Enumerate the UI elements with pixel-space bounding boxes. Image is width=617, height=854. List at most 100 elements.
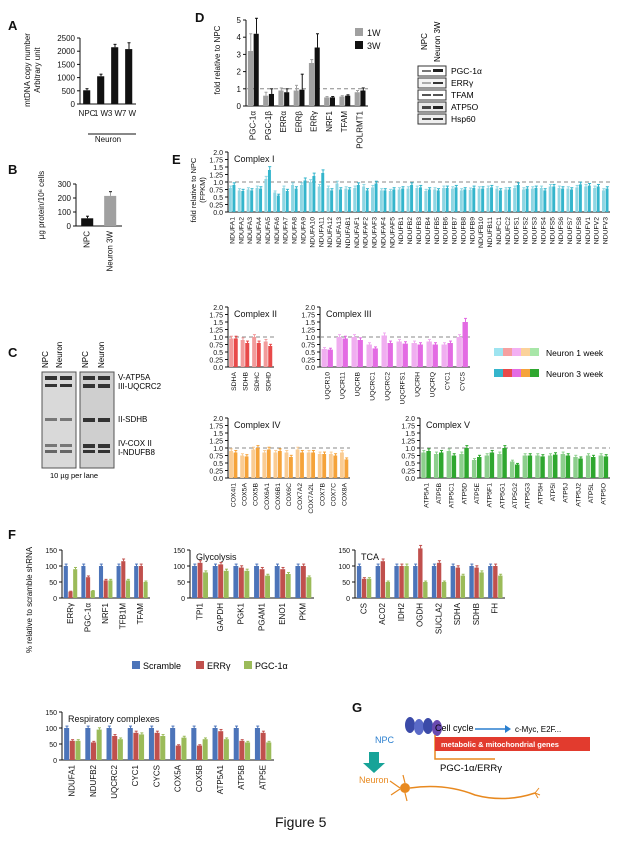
panel-g-schematic: NPC Neuron Cell cycle c-Myc, E2F... meta…: [355, 715, 595, 805]
y-tick-label: 1.75: [401, 424, 415, 431]
bar: [273, 452, 278, 478]
bar: [357, 340, 363, 367]
bar: [254, 728, 260, 760]
neuron-label: Neuron: [359, 775, 389, 785]
bar: [237, 190, 241, 212]
bar: [366, 578, 372, 598]
bar: [394, 566, 399, 598]
legend-svg: Neuron 1 week Neuron 3 week: [494, 348, 604, 379]
bar: [504, 189, 508, 212]
x-tick-label: NDUFC2: [505, 217, 512, 245]
y-tick-label: 1.25: [209, 173, 223, 180]
bar: [299, 185, 303, 212]
y-tick-label: 0.75: [209, 188, 223, 195]
bar: [539, 188, 543, 212]
bar: [534, 188, 538, 212]
bar: [447, 343, 453, 367]
x-tick-label: ATP5I: [550, 483, 557, 501]
y-tick-label: 0: [71, 100, 76, 109]
x-tick-label: NDUFB10: [478, 217, 485, 248]
bar: [300, 566, 306, 598]
bar: [426, 451, 431, 478]
bar: [525, 188, 529, 212]
bar: [233, 728, 239, 760]
x-tick-label: PGC-1β: [264, 111, 273, 140]
neuron-icon: [389, 774, 541, 802]
x-tick-label: NDUFA1: [68, 764, 77, 796]
figure-caption: Figure 5: [275, 814, 327, 830]
x-tick-label: COX5B: [195, 765, 204, 792]
genes-box: [435, 737, 590, 751]
bar: [108, 580, 113, 598]
bar: [263, 95, 269, 106]
bar: [530, 188, 534, 212]
y-tick-label: 1.0: [213, 446, 223, 453]
bar: [285, 191, 289, 212]
y-axis-label: fold relative to NPC: [213, 25, 222, 94]
y-tick-label: 5: [237, 16, 242, 25]
bar: [553, 454, 558, 478]
x-tick-label: COX6A1: [264, 483, 271, 510]
bar: [498, 190, 502, 212]
bar: [560, 454, 566, 478]
bar: [413, 566, 418, 598]
bar: [223, 739, 229, 760]
x-tick-label: ERRα: [279, 111, 288, 133]
bar: [160, 736, 166, 760]
bar: [587, 185, 591, 212]
y-tick-label: 2000: [57, 47, 75, 56]
bar: [125, 580, 131, 598]
x-tick-label: CS: [359, 603, 368, 614]
bar: [203, 572, 208, 598]
bar: [277, 451, 282, 478]
y-axis-label: (FPKM): [198, 177, 207, 203]
bar: [459, 190, 463, 212]
x-tick-label: ATP5G1: [499, 483, 506, 509]
x-tick-label: UQCRC1: [370, 372, 377, 401]
y-tick-label: 50: [49, 580, 57, 587]
x-tick-label: SDHA: [231, 372, 238, 391]
bar: [268, 93, 274, 106]
y-tick-label: 1.25: [209, 328, 223, 335]
x-tick-label: PGK1: [237, 602, 246, 624]
bar: [477, 188, 481, 212]
x-tick-label: NDUFA4: [256, 217, 263, 244]
bar: [397, 189, 401, 212]
bar: [170, 728, 176, 760]
bar: [336, 337, 342, 367]
x-tick-label: IDH2: [397, 602, 406, 621]
bar: [121, 561, 126, 598]
x-tick-label: NDUFS3: [531, 217, 538, 244]
legend-swatch-1wk: [494, 348, 539, 356]
y-tick-label: 0.0: [213, 476, 223, 483]
down-arrow-icon: [363, 752, 385, 773]
bar: [419, 187, 422, 212]
y-tick-label: 150: [173, 548, 185, 555]
bar: [591, 457, 596, 478]
y-tick-label: 1.5: [213, 320, 223, 327]
bar: [474, 567, 479, 598]
y-tick-label: 1.0: [213, 335, 223, 342]
legend-swatch-3wk: [494, 369, 539, 377]
bar: [233, 338, 238, 367]
bar: [354, 92, 360, 106]
bar: [573, 457, 578, 478]
x-tick-label: NDUFS2: [523, 217, 530, 244]
bar: [596, 186, 600, 212]
band-label: V-ATP5A: [118, 373, 151, 382]
bar: [252, 337, 257, 367]
npc-label: NPC: [375, 735, 395, 745]
bar: [285, 574, 291, 598]
y-tick-label: 1.25: [209, 439, 223, 446]
bar: [276, 195, 280, 212]
x-tick-label: 1 W: [94, 109, 109, 118]
x-tick-label: SDHD: [265, 372, 272, 391]
x-tick-label: PGC-1α: [83, 603, 92, 632]
x-tick-label: ATP5E: [474, 483, 481, 504]
y-tick-label: 200: [58, 194, 72, 203]
bar: [442, 188, 446, 212]
bar: [127, 728, 133, 760]
x-tick-label: ATP5O: [601, 483, 608, 505]
x-tick-label: NDUFA13: [336, 217, 343, 248]
group-label: Neuron: [95, 135, 121, 144]
